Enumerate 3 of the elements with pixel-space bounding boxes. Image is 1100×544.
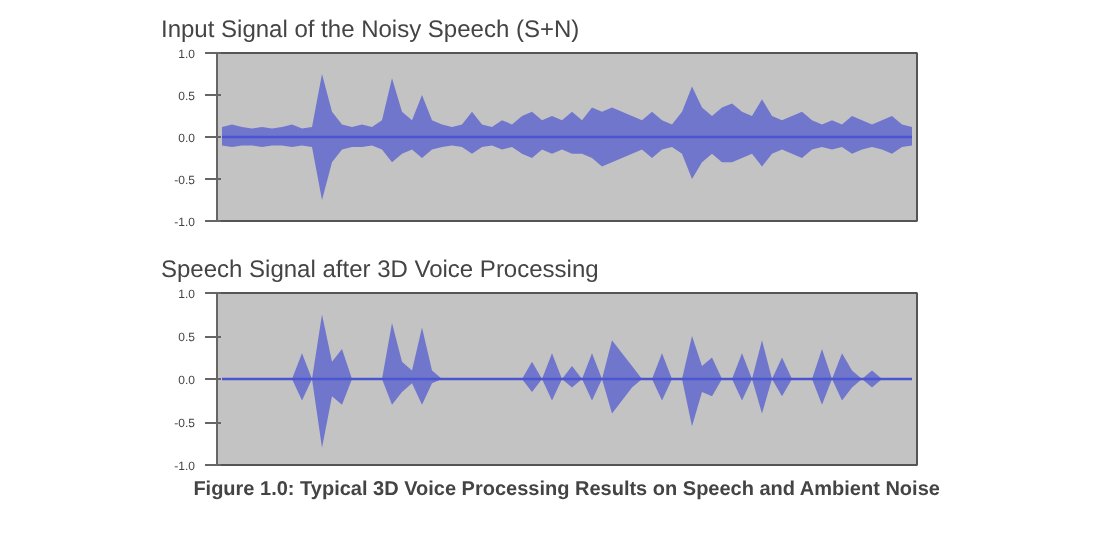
chart-title: Speech Signal after 3D Voice Processing: [161, 255, 599, 283]
chart-title: Input Signal of the Noisy Speech (S+N): [161, 15, 580, 43]
caption: Figure 1.0: Typical 3D Voice Processing Results on Speech and Ambient Noise: [193, 479, 941, 501]
